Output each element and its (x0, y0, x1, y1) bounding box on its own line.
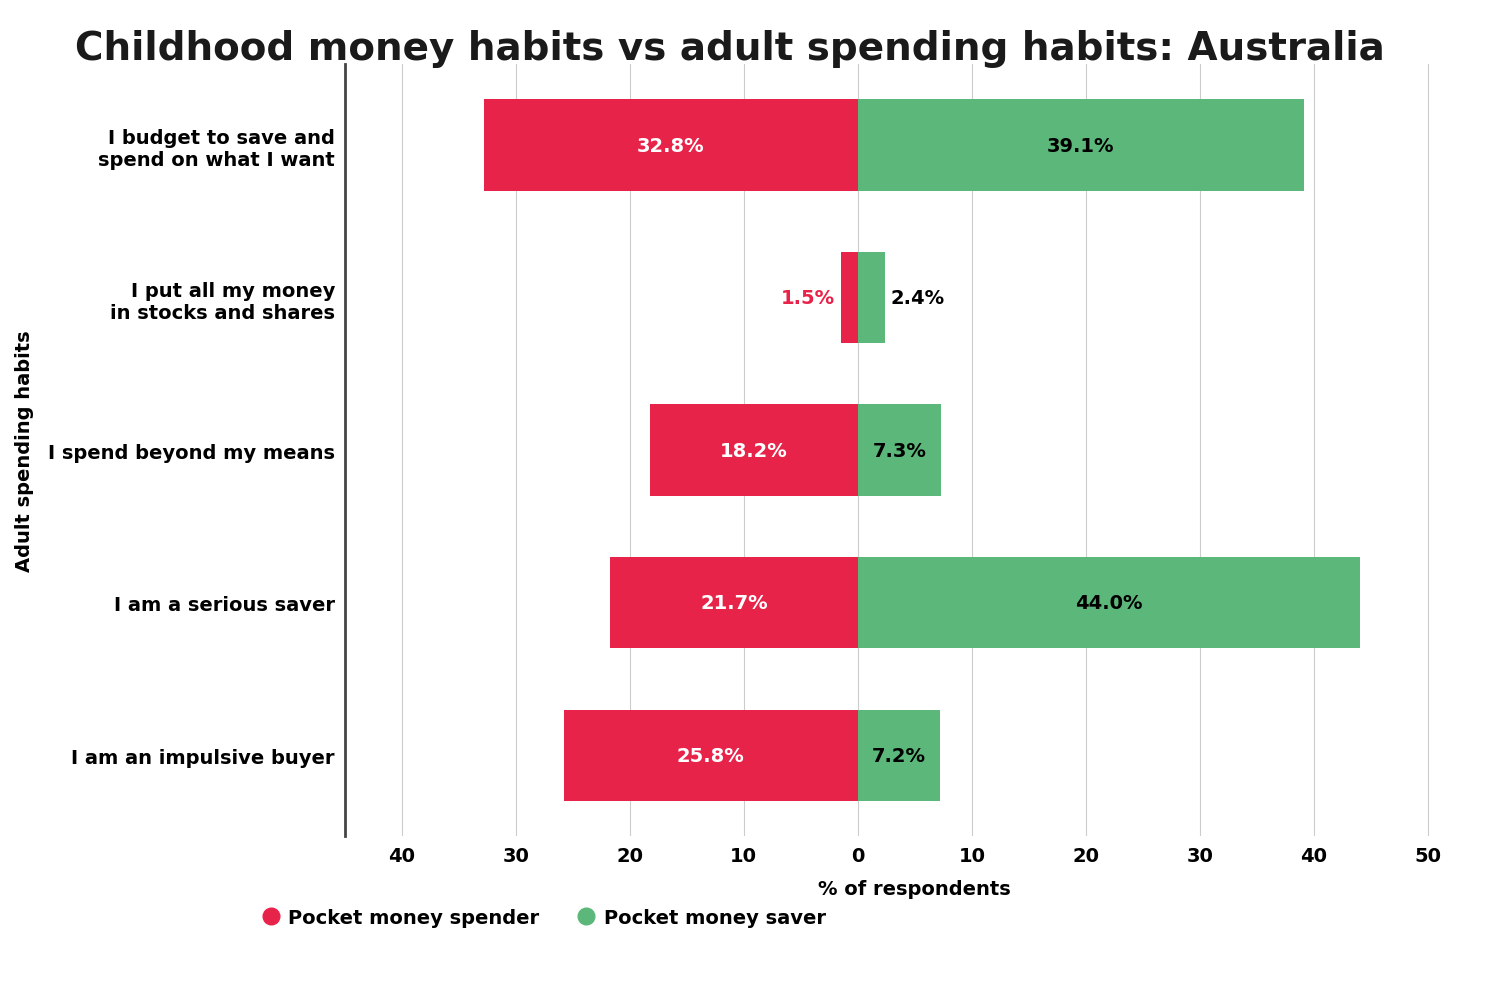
Bar (858, 100, 1304, 191)
Text: 7.3%: 7.3% (873, 441, 927, 460)
Text: 39.1%: 39.1% (1047, 136, 1114, 155)
Text: 32.8%: 32.8% (638, 136, 705, 155)
Text: 7.2%: 7.2% (871, 746, 925, 765)
Bar (858, 557, 1359, 649)
Bar (564, 709, 858, 802)
Bar (483, 100, 858, 191)
Bar (650, 405, 858, 496)
Text: 18.2%: 18.2% (720, 441, 788, 460)
Bar (858, 253, 885, 344)
Y-axis label: Adult spending habits: Adult spending habits (15, 330, 34, 571)
X-axis label: % of respondents: % of respondents (819, 879, 1011, 898)
Bar (610, 557, 858, 649)
Bar (840, 253, 858, 344)
Text: 1.5%: 1.5% (782, 289, 836, 308)
Bar (858, 709, 940, 802)
Text: 25.8%: 25.8% (676, 746, 744, 765)
Text: Childhood money habits vs adult spending habits: Australia: Childhood money habits vs adult spending… (75, 30, 1384, 68)
Text: 21.7%: 21.7% (700, 593, 768, 612)
Text: 44.0%: 44.0% (1076, 593, 1143, 612)
Bar (858, 405, 940, 496)
Legend: Pocket money spender, Pocket money saver: Pocket money spender, Pocket money saver (262, 908, 825, 927)
Text: 2.4%: 2.4% (891, 289, 945, 308)
